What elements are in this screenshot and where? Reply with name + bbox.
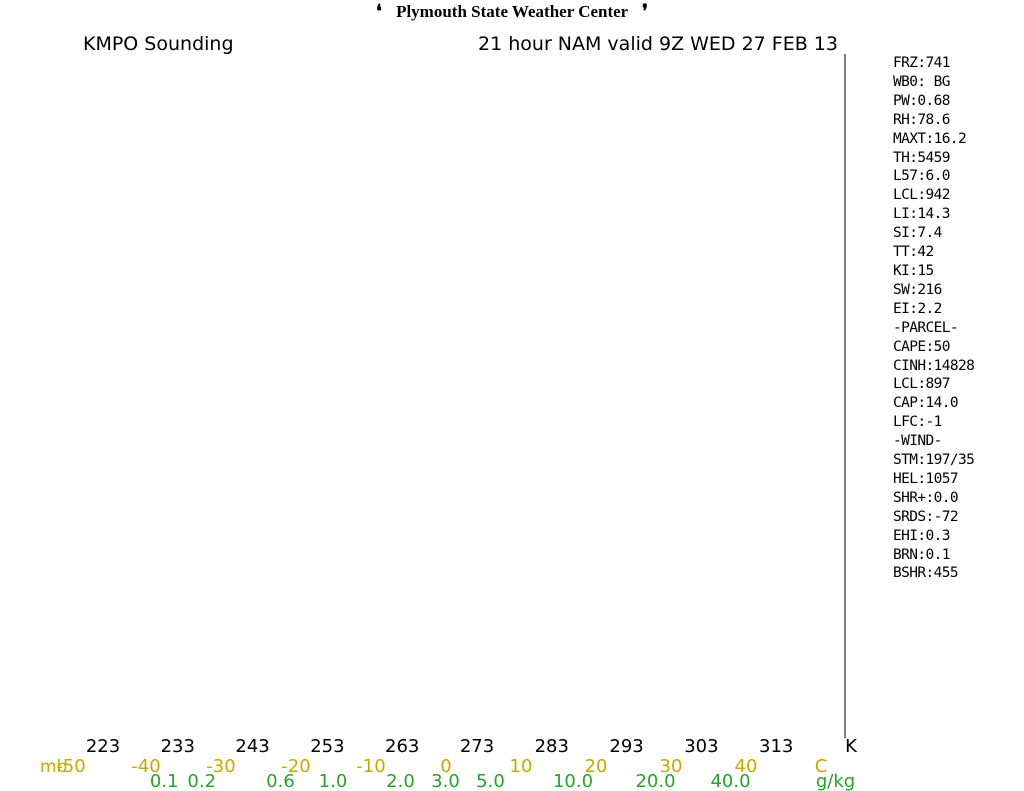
index-line: LFC:-1: [893, 414, 942, 431]
index-line: FRZ:741: [893, 55, 951, 71]
index-line: HEL:1057: [893, 470, 959, 487]
temperature-tick-label: 40: [735, 756, 758, 777]
index-line: EI:2.2: [893, 300, 942, 317]
index-line: EHI:0.3: [893, 527, 951, 544]
index-line: SHR+:0.0: [893, 489, 959, 506]
index-line: BSHR:455: [893, 565, 959, 582]
pressure-unit-label: mb: [40, 757, 67, 777]
theta-tick-label: 243: [235, 736, 269, 757]
theta-tick-label: 233: [161, 736, 195, 757]
index-line: LI:14.3: [893, 206, 951, 223]
mixing-ratio-label: 0.1: [150, 771, 179, 791]
mixing-ratio-label: 40.0: [710, 771, 750, 791]
temperature-tick-label: 20: [585, 756, 608, 777]
index-line: MAXT:16.2: [893, 130, 967, 147]
index-line: CINH:14828: [893, 357, 975, 374]
theta-tick-label: 313: [759, 736, 793, 757]
theta-tick-label: 263: [385, 736, 419, 757]
theta-tick-label: K: [845, 736, 858, 757]
index-line: STM:197/35: [893, 452, 975, 469]
chart-subtitle: 21 hour NAM valid 9Z WED 27 FEB 13: [478, 33, 838, 55]
temperature-tick-label: -30: [206, 756, 235, 777]
theta-tick-label: 293: [609, 736, 643, 757]
index-line: WB0: BG: [893, 73, 951, 90]
mixing-ratio-label: 5.0: [476, 771, 505, 791]
index-line: -WIND-: [893, 433, 942, 450]
temperature-tick-label: -40: [131, 756, 160, 777]
temperature-tick-label: C: [815, 756, 828, 777]
mixing-ratio-label: 3.0: [431, 771, 460, 791]
mixing-ratio-label: 0.6: [266, 771, 295, 791]
mixing-ratio-label: 2.0: [386, 771, 415, 791]
flag-left-icon: ❛: [376, 1, 382, 21]
mixing-ratio-label: 10.0: [553, 771, 593, 791]
index-line: LCL:942: [893, 187, 951, 204]
index-line: CAP:14.0: [893, 395, 959, 412]
theta-tick-label: 273: [460, 736, 494, 757]
theta-tick-label: 253: [310, 736, 344, 757]
index-line: SI:7.4: [893, 225, 942, 242]
index-line: RH:78.6: [893, 111, 951, 128]
theta-tick-label: 283: [535, 736, 569, 757]
temperature-tick-label: 10: [510, 756, 533, 777]
temperature-tick-label: -50: [56, 756, 85, 777]
sounding-indices: FRZ:741 WB0: BG PW:0.68 RH:78.6 MAXT:16.2 TH:…: [893, 54, 1021, 583]
index-line: PW:0.68: [893, 92, 951, 109]
temperature-tick-label: -20: [281, 756, 310, 777]
index-line: L57:6.0: [893, 168, 951, 185]
mixing-ratio-label: 0.2: [187, 771, 216, 791]
index-line: SRDS:-72: [893, 508, 959, 525]
index-line: -PARCEL-: [893, 319, 959, 336]
temperature-tick-label: -10: [356, 756, 385, 777]
mixing-ratio-label: g/kg: [816, 771, 855, 791]
index-line: TH:5459: [893, 149, 951, 166]
index-line: SW:216: [893, 281, 942, 298]
index-line: KI:15: [893, 262, 934, 279]
index-line: LCL:897: [893, 376, 951, 393]
page-header: ❛ Plymouth State Weather Center ❜: [0, 0, 1024, 24]
theta-tick-label: 303: [684, 736, 718, 757]
theta-tick-label: 223: [86, 736, 120, 757]
page-title: Plymouth State Weather Center: [396, 2, 628, 21]
index-line: TT:42: [893, 244, 934, 261]
index-line: BRN:0.1: [893, 546, 951, 563]
mixing-ratio-label: 1.0: [319, 771, 348, 791]
temperature-tick-label: 0: [440, 756, 451, 777]
flag-right-icon: ❜: [642, 1, 648, 21]
chart-title: KMPO Sounding: [83, 33, 234, 55]
temperature-tick-label: 30: [660, 756, 683, 777]
mixing-ratio-label: 20.0: [635, 771, 675, 791]
index-line: CAPE:50: [893, 338, 951, 355]
